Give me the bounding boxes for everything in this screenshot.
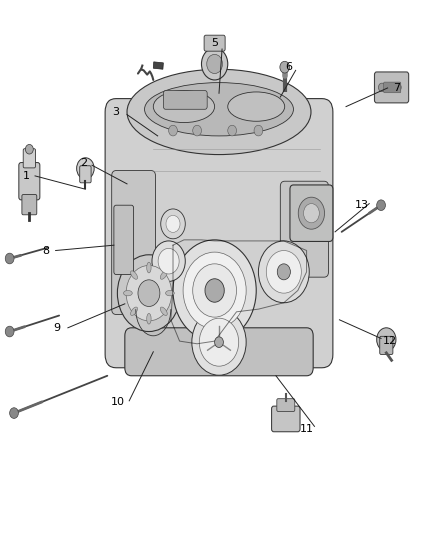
Text: 11: 11 xyxy=(300,424,314,434)
Circle shape xyxy=(192,309,246,375)
Circle shape xyxy=(169,125,177,136)
FancyBboxPatch shape xyxy=(272,406,300,432)
Ellipse shape xyxy=(147,313,151,324)
Ellipse shape xyxy=(160,271,167,279)
Circle shape xyxy=(183,252,246,329)
Ellipse shape xyxy=(166,290,174,296)
FancyBboxPatch shape xyxy=(112,171,155,314)
Text: 8: 8 xyxy=(42,246,49,255)
Text: 9: 9 xyxy=(53,323,60,333)
Circle shape xyxy=(173,240,256,341)
Circle shape xyxy=(207,54,223,74)
FancyBboxPatch shape xyxy=(114,205,134,274)
Circle shape xyxy=(166,215,180,232)
Ellipse shape xyxy=(124,290,132,296)
Ellipse shape xyxy=(127,69,311,155)
Circle shape xyxy=(152,241,185,281)
Circle shape xyxy=(377,328,396,351)
Ellipse shape xyxy=(145,83,293,136)
FancyBboxPatch shape xyxy=(290,185,333,241)
Text: 12: 12 xyxy=(383,336,397,346)
Circle shape xyxy=(201,48,228,80)
Ellipse shape xyxy=(228,92,285,122)
Ellipse shape xyxy=(153,91,215,123)
Circle shape xyxy=(117,255,180,332)
Text: 1: 1 xyxy=(23,171,30,181)
Circle shape xyxy=(254,125,263,136)
FancyBboxPatch shape xyxy=(163,91,207,109)
Circle shape xyxy=(161,209,185,239)
Ellipse shape xyxy=(160,307,167,316)
Text: 10: 10 xyxy=(111,398,125,407)
Circle shape xyxy=(304,204,319,223)
Circle shape xyxy=(126,265,172,321)
Circle shape xyxy=(378,83,385,92)
Circle shape xyxy=(277,264,290,280)
Text: 2: 2 xyxy=(80,158,87,167)
Circle shape xyxy=(205,279,224,302)
Bar xyxy=(153,62,163,69)
Circle shape xyxy=(77,158,94,179)
Circle shape xyxy=(10,408,18,418)
Circle shape xyxy=(215,337,223,348)
Text: 7: 7 xyxy=(393,83,400,93)
FancyBboxPatch shape xyxy=(125,328,313,376)
Ellipse shape xyxy=(131,307,138,316)
FancyBboxPatch shape xyxy=(22,195,37,215)
Circle shape xyxy=(5,253,14,264)
FancyBboxPatch shape xyxy=(23,149,35,168)
Circle shape xyxy=(138,280,160,306)
Ellipse shape xyxy=(131,271,138,279)
FancyBboxPatch shape xyxy=(374,72,409,103)
FancyBboxPatch shape xyxy=(384,82,401,93)
FancyBboxPatch shape xyxy=(277,399,295,411)
FancyBboxPatch shape xyxy=(280,181,328,277)
Circle shape xyxy=(280,61,290,73)
Circle shape xyxy=(199,318,239,366)
FancyBboxPatch shape xyxy=(204,35,225,51)
Text: 3: 3 xyxy=(113,107,120,117)
Text: 13: 13 xyxy=(354,200,368,210)
FancyBboxPatch shape xyxy=(380,336,393,354)
Ellipse shape xyxy=(147,262,151,273)
Text: 5: 5 xyxy=(211,38,218,47)
Circle shape xyxy=(25,144,33,154)
Circle shape xyxy=(266,251,301,293)
Circle shape xyxy=(5,326,14,337)
Text: 6: 6 xyxy=(286,62,293,71)
FancyBboxPatch shape xyxy=(80,166,91,183)
Circle shape xyxy=(158,248,179,274)
Circle shape xyxy=(193,264,237,317)
FancyBboxPatch shape xyxy=(19,163,40,200)
Circle shape xyxy=(394,83,401,92)
Circle shape xyxy=(228,125,237,136)
Circle shape xyxy=(258,241,309,303)
Circle shape xyxy=(193,125,201,136)
Circle shape xyxy=(377,200,385,211)
FancyBboxPatch shape xyxy=(105,99,333,368)
Circle shape xyxy=(298,197,325,229)
